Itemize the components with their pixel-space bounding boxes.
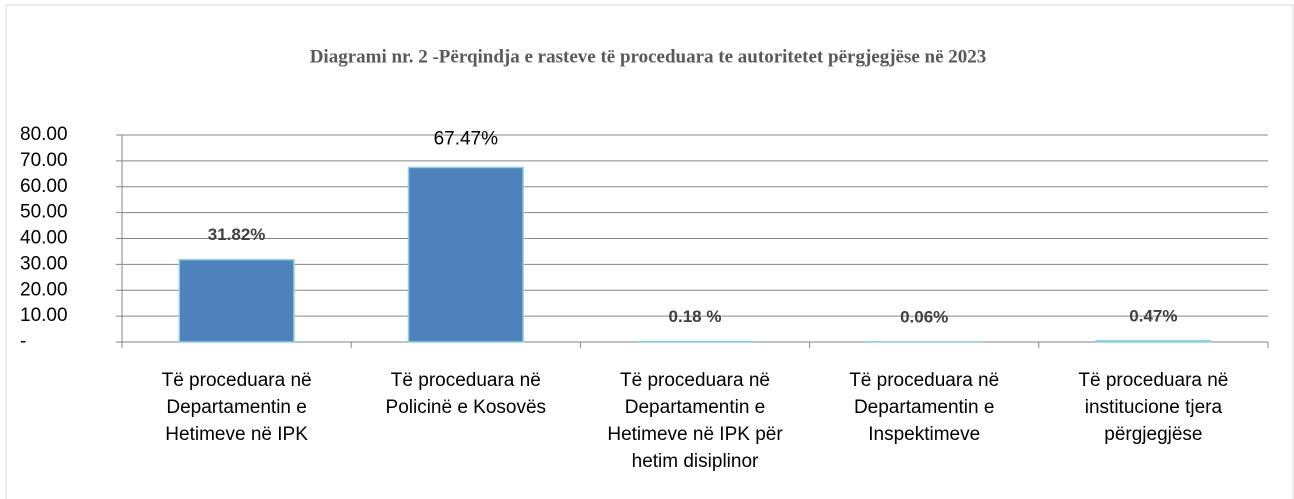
value-label: 31.82% <box>208 225 266 244</box>
y-tick-label: 50.00 <box>20 202 68 223</box>
x-tick-label: Të proceduara në Departamentin e Hetimeve … <box>607 370 783 472</box>
x-tick-label: Të proceduara në Departamentin e Hetimeve … <box>162 370 312 445</box>
bar <box>407 166 524 343</box>
value-label: 0.47% <box>1129 306 1177 325</box>
chart-title: Diagrami nr. 2 -Përqindja e rasteve të p… <box>310 46 987 67</box>
y-tick-label: 60.00 <box>20 176 68 197</box>
value-label: 67.47% <box>434 128 499 149</box>
x-tick-label: Të proceduara në Departamentin e Inspektim… <box>849 370 999 445</box>
y-tick-label: 80.00 <box>20 124 68 145</box>
chart-border <box>5 4 1294 499</box>
bar <box>178 258 295 343</box>
y-tick-label: 70.00 <box>20 150 68 171</box>
y-tick-label: 40.00 <box>20 228 68 249</box>
value-label: 0.18 % <box>669 307 722 326</box>
bar <box>1095 340 1212 343</box>
y-tick-label: - <box>20 331 26 352</box>
y-tick-label: 10.00 <box>20 305 68 326</box>
value-label: 0.06% <box>900 307 948 326</box>
y-tick-label: 20.00 <box>20 279 68 300</box>
x-tick-label: Të proceduara në institucione tjera përgje… <box>1078 370 1228 445</box>
y-tick-label: 30.00 <box>20 253 68 274</box>
x-tick-label: Të proceduara në Policinë e Kosovës <box>386 370 547 418</box>
